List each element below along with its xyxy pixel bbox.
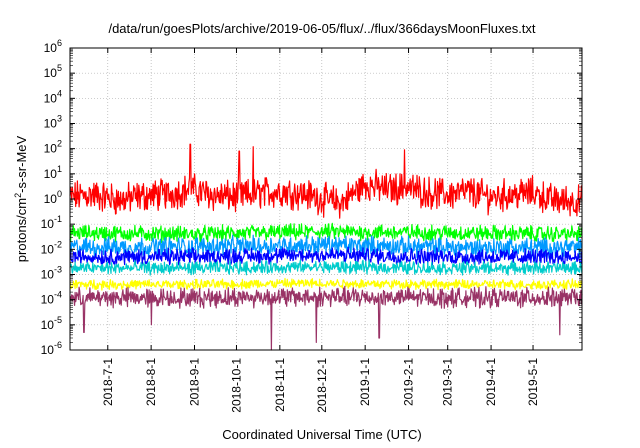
y-tick-exp: 6 (57, 38, 62, 48)
y-tick-exp: -6 (54, 340, 62, 350)
series-line-0 (69, 143, 583, 219)
y-tick-base: 10 (44, 91, 58, 105)
y-axis-label-main: protons/cm (14, 198, 29, 262)
y-tick-exp: 2 (57, 139, 62, 149)
y-tick-exp: 3 (57, 114, 62, 124)
y-tick-exp: 1 (57, 164, 62, 174)
y-tick-base: 10 (44, 41, 58, 55)
y-axis-label-rest: -s-sr-MeV (14, 135, 29, 192)
x-tick-label: 2018-12-1 (315, 358, 329, 413)
x-tick-label: 2019-5-1 (526, 358, 540, 406)
y-tick-exp: -3 (54, 265, 62, 275)
y-tick-label: 10-4 (41, 290, 62, 307)
y-tick-label: 100 (44, 189, 62, 206)
series-line-1 (69, 222, 583, 244)
x-tick-label: 2018-8-1 (144, 358, 158, 406)
series-line-6 (69, 285, 583, 351)
y-tick-label: 10-5 (41, 315, 62, 332)
series-line-4 (69, 259, 583, 276)
x-axis-label: Coordinated Universal Time (UTC) (222, 427, 421, 442)
y-tick-exp: 4 (57, 88, 62, 98)
x-tick-label: 2019-2-1 (402, 358, 416, 406)
y-tick-label: 10-3 (41, 265, 62, 282)
chart-title: /data/run/goesPlots/archive/2019-06-05/f… (108, 21, 535, 36)
y-tick-base: 10 (41, 217, 55, 231)
y-tick-base: 10 (41, 293, 55, 307)
x-axis: 2018-7-1 2018-8-1 2018-9-1 2018-10-1 2018-11… (101, 48, 540, 413)
x-tick-label: 2019-3-1 (441, 358, 455, 406)
x-tick-label: 2018-11-1 (273, 358, 287, 412)
y-axis: 10-610-510-410-310-210-11001011021031041… (41, 38, 582, 357)
x-tick-label: 2018-7-1 (101, 358, 115, 406)
y-tick-base: 10 (41, 242, 55, 256)
y-tick-label: 106 (44, 38, 62, 55)
y-tick-base: 10 (44, 117, 58, 131)
y-tick-base: 10 (41, 268, 55, 282)
y-tick-label: 10-1 (41, 214, 62, 231)
y-tick-exp: -2 (54, 239, 62, 249)
series-line-5 (69, 277, 583, 291)
y-tick-label: 105 (44, 63, 62, 80)
y-tick-base: 10 (44, 192, 58, 206)
x-tick-label: 2018-10-1 (229, 358, 243, 413)
y-tick-exp: -4 (54, 290, 62, 300)
y-tick-label: 104 (44, 88, 62, 105)
y-tick-exp: -1 (54, 214, 62, 224)
y-tick-exp: -5 (54, 315, 62, 325)
x-tick-label: 2019-1-1 (358, 358, 372, 406)
y-tick-base: 10 (41, 318, 55, 332)
y-tick-label: 10-6 (41, 340, 62, 357)
y-tick-base: 10 (44, 167, 58, 181)
y-axis-label-sup: 2 (13, 193, 23, 198)
x-tick-label: 2019-4-1 (484, 358, 498, 406)
series-layer (69, 143, 583, 351)
y-axis-label: protons/cm2-s-sr-MeV (13, 135, 29, 262)
y-tick-base: 10 (44, 142, 58, 156)
y-tick-label: 102 (44, 139, 62, 156)
y-tick-label: 10-2 (41, 239, 62, 256)
y-tick-base: 10 (41, 343, 55, 357)
y-tick-label: 103 (44, 114, 62, 131)
y-tick-exp: 5 (57, 63, 62, 73)
x-tick-label: 2018-9-1 (188, 358, 202, 406)
y-tick-exp: 0 (57, 189, 62, 199)
y-tick-label: 101 (44, 164, 62, 181)
series-line-3 (69, 246, 583, 267)
y-tick-base: 10 (44, 66, 58, 80)
